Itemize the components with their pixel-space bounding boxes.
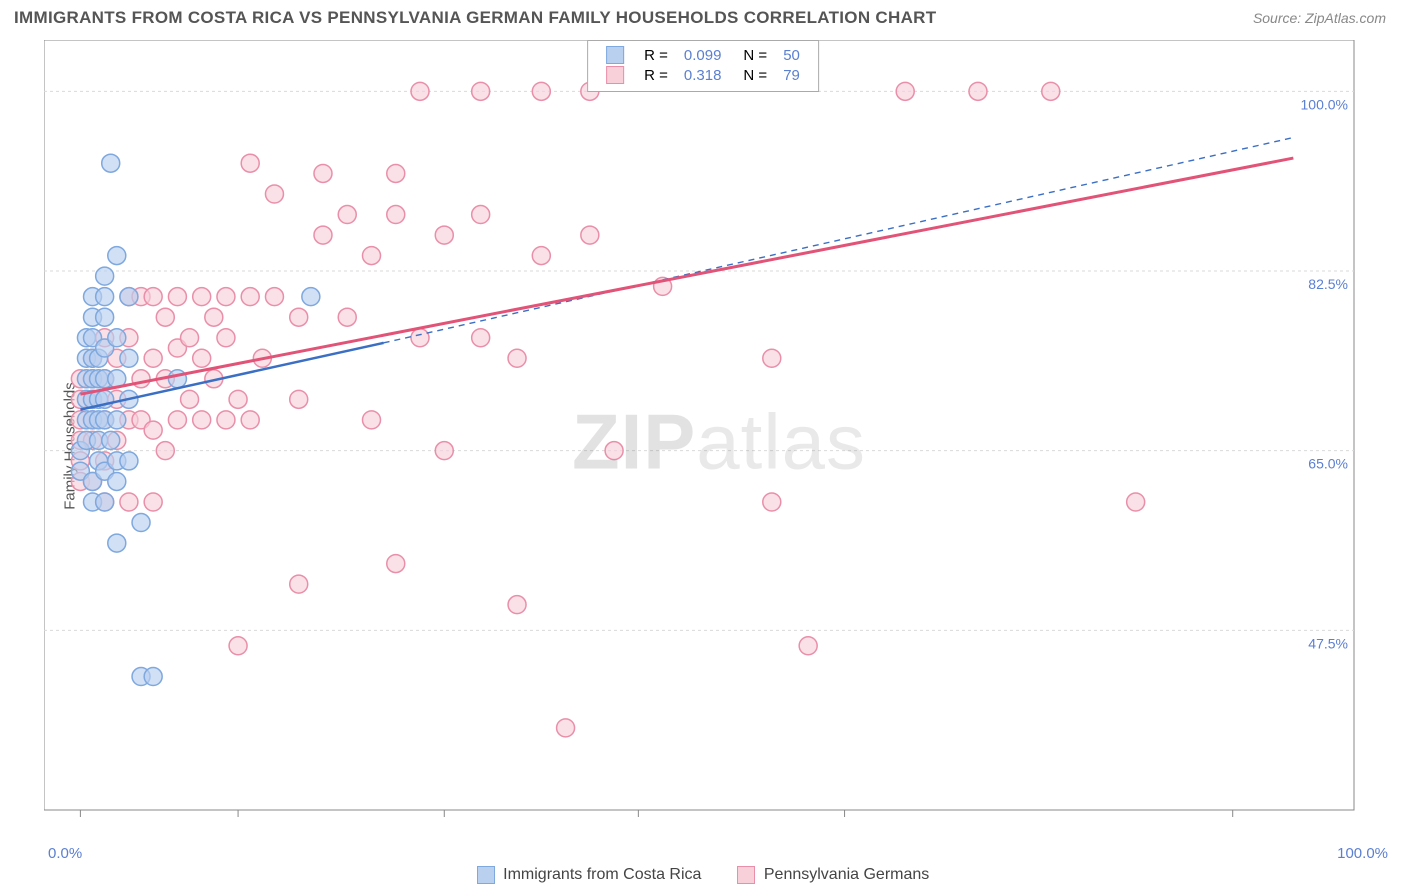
- chart-title: IMMIGRANTS FROM COSTA RICA VS PENNSYLVAN…: [14, 8, 936, 28]
- chart-area: 47.5%65.0%82.5%100.0% ZIPatlas: [44, 40, 1394, 844]
- header: IMMIGRANTS FROM COSTA RICA VS PENNSYLVAN…: [0, 0, 1406, 32]
- svg-text:82.5%: 82.5%: [1308, 276, 1348, 292]
- legend-series: Immigrants from Costa Rica Pennsylvania …: [0, 866, 1406, 884]
- svg-text:65.0%: 65.0%: [1308, 456, 1348, 472]
- legend-correlation: R =0.099 N =50 R =0.318 N =79: [587, 40, 819, 92]
- svg-text:47.5%: 47.5%: [1308, 635, 1348, 651]
- source-label: Source: ZipAtlas.com: [1253, 10, 1386, 26]
- x-axis-start-label: 0.0%: [48, 845, 82, 862]
- x-axis-end-label: 100.0%: [1337, 845, 1388, 862]
- svg-text:100.0%: 100.0%: [1301, 96, 1348, 112]
- scatter-chart: 47.5% 65.0% 82.5% 100.0%: [44, 40, 1394, 844]
